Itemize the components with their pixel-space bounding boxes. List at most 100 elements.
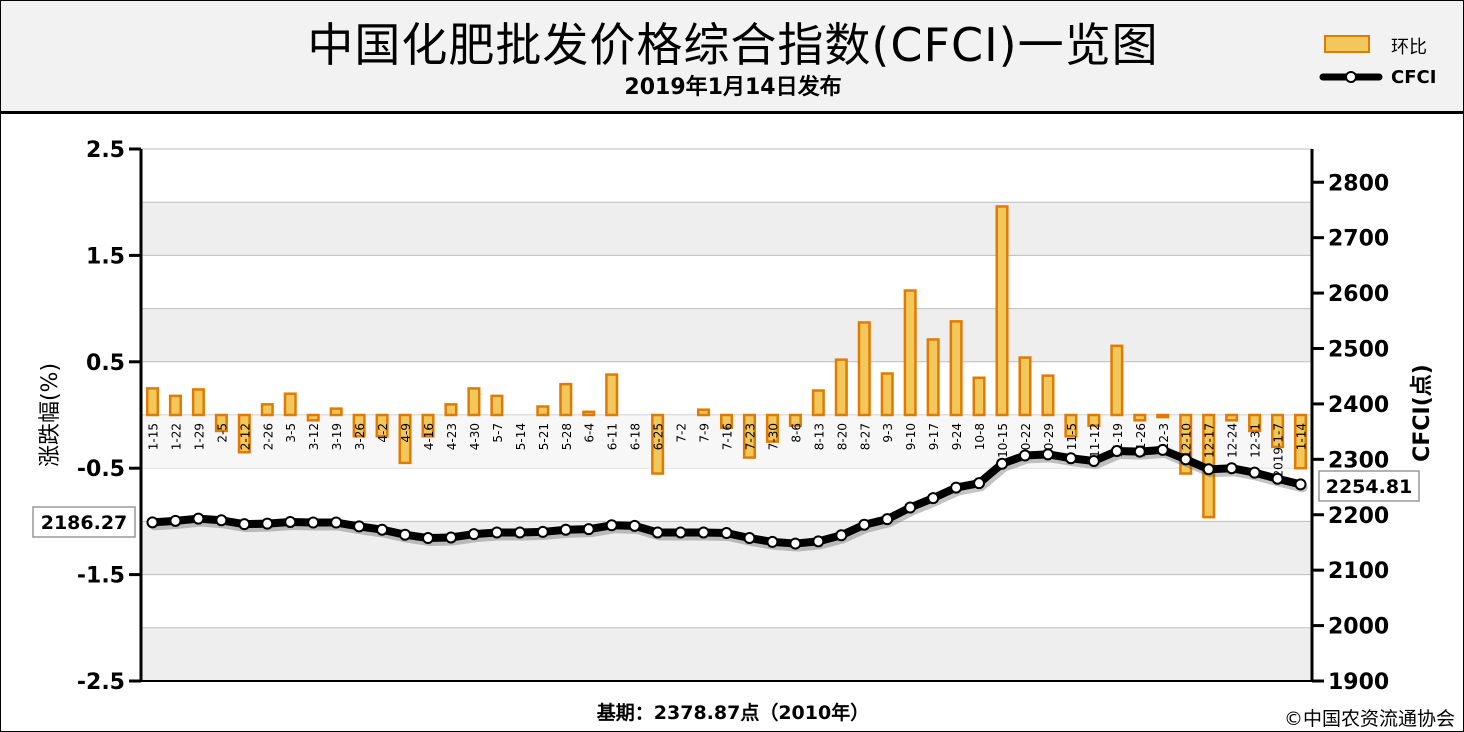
cfci-point (720, 527, 733, 540)
bar (605, 373, 619, 417)
cfci-point (651, 526, 664, 539)
x-tick-label: 3-26 (353, 423, 367, 450)
annotations: 2186.27 2254.81 (32, 470, 1420, 538)
bar (995, 205, 1009, 417)
left-tick-label: -0.5 (77, 457, 125, 482)
x-tick-label: 7-2 (675, 423, 689, 443)
x-tick-label: 12-17 (1203, 423, 1217, 458)
bar (1018, 356, 1032, 417)
cfci-point (422, 532, 435, 545)
cfci-point (192, 512, 205, 525)
cfci-point (490, 526, 503, 539)
callout-start-value: 2186.27 (41, 512, 128, 534)
cfci-point (812, 535, 825, 548)
chart-title: 中国化肥批发价格综合指数(CFCI)一览图 (307, 18, 1159, 72)
x-tick-label: 6-11 (606, 423, 620, 450)
legend-item-line: CFCI (1319, 65, 1459, 91)
bar (1271, 413, 1285, 449)
left-axis-label: 涨跌幅(%) (38, 363, 63, 467)
x-tick-label: 11-5 (1065, 423, 1079, 450)
cfci-point (284, 515, 297, 528)
cfci-point (835, 529, 848, 542)
right-tick-label: 2400 (1328, 393, 1389, 418)
right-tick-label: 2300 (1328, 448, 1389, 473)
x-tick-label: 10-8 (973, 423, 987, 450)
right-tick-label: 2100 (1328, 559, 1389, 584)
bar (1179, 413, 1193, 475)
x-tick-label: 2-12 (238, 423, 252, 450)
bar (1064, 413, 1078, 438)
cfci-point (1064, 452, 1077, 465)
cfci-point (605, 519, 618, 532)
bar (260, 403, 274, 417)
cfci-point (169, 514, 182, 527)
x-tick-label: 8-13 (812, 423, 826, 450)
cfci-point (904, 501, 917, 514)
x-tick-label: 9-24 (950, 423, 964, 450)
bar (237, 413, 251, 454)
x-tick-label: 4-2 (376, 423, 390, 443)
bar (697, 408, 711, 417)
cfci-point (536, 525, 549, 538)
cfci-point (858, 518, 871, 531)
x-tick-label: 4-23 (445, 423, 459, 450)
x-tick-label: 5-14 (514, 423, 528, 450)
cfci-point (927, 492, 940, 505)
bar (283, 392, 297, 417)
cfci-point (444, 531, 457, 544)
x-tick-label: 1-14 (1295, 423, 1309, 450)
cfci-point (674, 526, 687, 539)
plot-band (141, 627, 1312, 681)
cfci-point (1087, 454, 1100, 467)
plot-band (141, 149, 1312, 203)
cfci-point (330, 516, 343, 529)
bar (1087, 413, 1101, 427)
cfci-point (467, 528, 480, 541)
base-period-note: 基期：2378.87点（2010年） (596, 702, 870, 724)
x-tick-label: 7-23 (743, 423, 757, 450)
right-axis-label: CFCI(点) (1409, 364, 1435, 462)
bar (1133, 413, 1147, 422)
plot-band (141, 255, 1312, 309)
x-tick-label: 8-20 (835, 423, 849, 450)
callout-box-end (1318, 470, 1420, 502)
cfci-point (789, 537, 802, 550)
left-tick-label: 0.5 (86, 351, 125, 376)
bar (375, 413, 389, 438)
x-tick-label: 11-12 (1088, 423, 1102, 458)
legend: 环比 CFCI (1319, 31, 1459, 93)
x-tick-label: 8-27 (858, 423, 872, 450)
x-tick-label: 4-30 (468, 423, 482, 450)
bar (651, 413, 665, 475)
x-tick-label: 4-9 (399, 423, 413, 443)
x-tick-label: 9-3 (881, 423, 895, 443)
cfci-point (1041, 448, 1054, 461)
cfci-point (261, 517, 274, 530)
cfci-point (1110, 445, 1123, 458)
x-tick-label: 12-31 (1249, 423, 1263, 458)
legend-item-bar: 环比 (1319, 31, 1459, 58)
bar (926, 338, 940, 417)
x-tick-label: 3-5 (284, 423, 298, 443)
legend-line-swatch (1319, 71, 1383, 83)
cfci-point (1271, 472, 1284, 485)
cfci-point (697, 526, 710, 539)
bar (329, 407, 343, 417)
cfci-point (950, 481, 963, 494)
cfci-point (1248, 466, 1261, 479)
x-tick-label: 1-22 (169, 423, 183, 450)
callout-end-value: 2254.81 (1326, 476, 1413, 498)
bar (490, 394, 504, 417)
cfci-point (1202, 463, 1215, 476)
x-tick-label: 10-22 (1019, 423, 1033, 458)
cfci-point (743, 532, 756, 545)
plot-band (141, 202, 1312, 256)
bar (559, 382, 573, 417)
cfci-point (996, 457, 1009, 470)
cfci-point (307, 516, 320, 529)
x-tick-label: 2-5 (215, 423, 229, 443)
axes: -2.5 -1.5 -0.5 0.5 1.5 2.5 1900 2000 2100 2200 230… (38, 138, 1435, 695)
x-tick-label: 9-17 (927, 423, 941, 450)
